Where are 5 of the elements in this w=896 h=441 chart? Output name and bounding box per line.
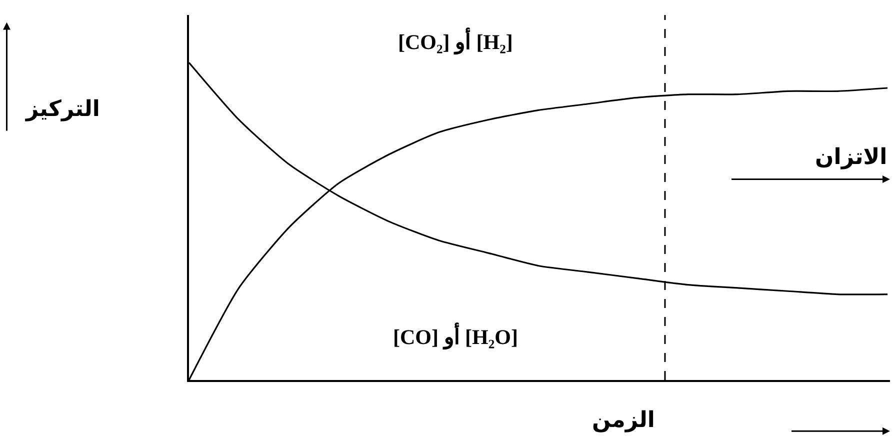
text: [CO₂] أو [H₂]	[398, 27, 513, 55]
annotation: [CO] أو [H₂O]	[393, 322, 518, 350]
annotation: الاتزان	[815, 145, 888, 170]
y-axis-title: التركيز	[25, 97, 100, 122]
x-axis-title: الزمن	[592, 408, 655, 433]
